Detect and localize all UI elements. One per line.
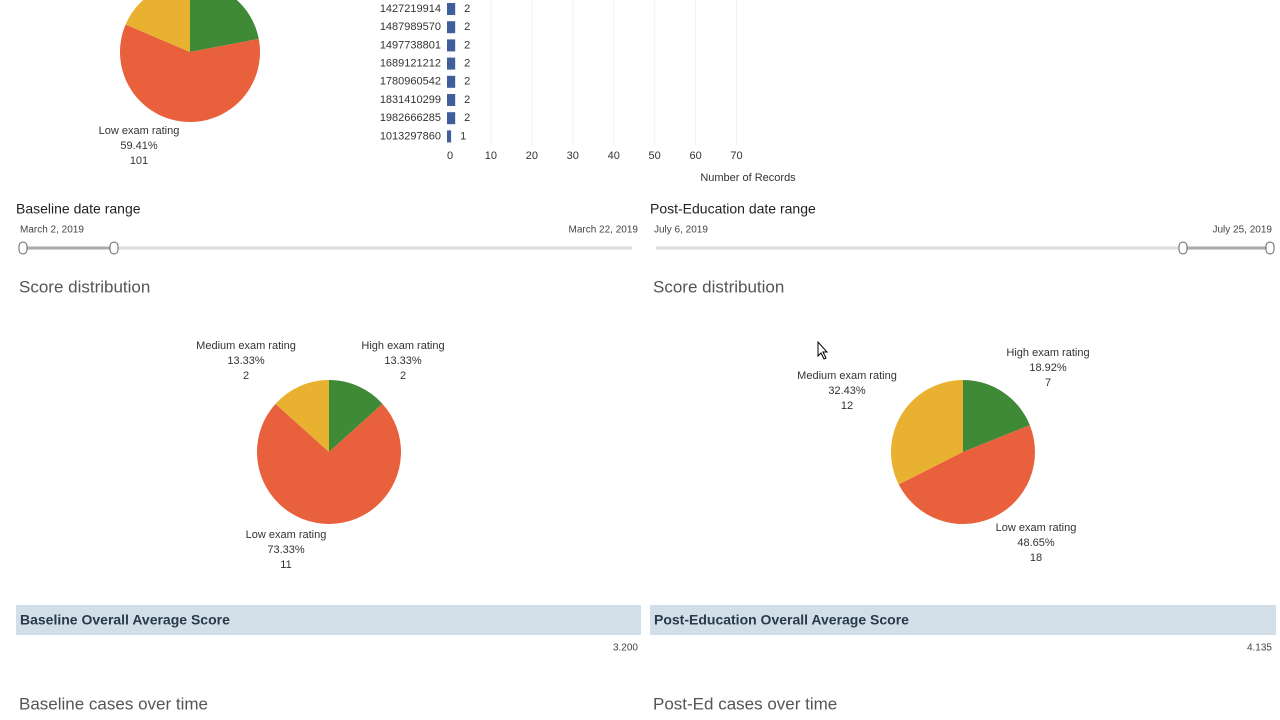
y-tick-label: 1497738801 — [380, 39, 441, 51]
slice-percent: 32.43% — [828, 385, 866, 397]
section-title: Score distribution — [19, 277, 150, 296]
slice-name: Low exam rating — [99, 125, 180, 137]
y-tick-label: 1689121212 — [380, 58, 441, 70]
slice-count: 101 — [130, 155, 148, 167]
pie-slice — [891, 380, 963, 485]
y-tick-label: 1487989570 — [380, 21, 441, 33]
x-tick-label: 10 — [485, 150, 497, 162]
y-tick-label: 1013297860 — [380, 130, 441, 142]
bar — [447, 3, 456, 15]
data-label: 2 — [464, 76, 470, 88]
score-header — [650, 605, 1276, 635]
x-tick-label: 20 — [526, 150, 538, 162]
slice-count: 12 — [841, 400, 853, 412]
section-title: Post-Ed cases over time — [653, 694, 837, 713]
pie-slice — [898, 425, 1035, 524]
slice-count: 18 — [1030, 552, 1042, 564]
section-title: Score distribution — [653, 277, 784, 296]
pie-slice — [275, 380, 329, 452]
bar — [447, 75, 456, 88]
bar — [447, 57, 456, 70]
slice-count: 11 — [280, 559, 291, 571]
bar — [447, 39, 456, 52]
slice-name: High exam rating — [361, 340, 444, 352]
data-label: 2 — [464, 112, 470, 124]
pie-slice — [963, 380, 1030, 452]
slice-name: Medium exam rating — [797, 370, 897, 382]
slice-percent: 48.65% — [1017, 537, 1055, 549]
x-tick-label: 60 — [689, 150, 701, 162]
section-title: Baseline cases over time — [19, 694, 208, 713]
data-label: 1 — [460, 130, 466, 142]
data-label: 2 — [464, 94, 470, 106]
pie-slice — [257, 403, 401, 524]
bar — [447, 130, 452, 143]
slice-percent: 59.41% — [120, 140, 158, 152]
y-tick-label: 1831410299 — [380, 94, 441, 106]
score-title: Baseline Overall Average Score — [20, 612, 230, 628]
slice-count: 2 — [243, 370, 249, 382]
slice-name: High exam rating — [1006, 347, 1089, 359]
pie-slice — [125, 0, 190, 52]
filter-end: March 22, 2019 — [569, 225, 639, 236]
slice-percent: 18.92% — [1029, 362, 1067, 374]
score-value: 3.200 — [613, 643, 638, 654]
y-tick-label: 1982666285 — [380, 112, 441, 124]
slice-percent: 13.33% — [384, 355, 422, 367]
x-tick-label: 50 — [649, 150, 661, 162]
y-tick-label: 1780960542 — [380, 76, 441, 88]
slice-name: Low exam rating — [246, 529, 327, 541]
filter-title: Post-Education date range — [650, 201, 816, 217]
data-label: 2 — [464, 58, 470, 70]
slider-handle[interactable] — [18, 241, 28, 255]
x-tick-label: 0 — [447, 150, 453, 162]
filter-start: March 2, 2019 — [20, 225, 84, 236]
bar — [447, 21, 456, 34]
slice-count: 2 — [400, 370, 406, 382]
x-tick-label: 70 — [730, 150, 742, 162]
y-tick-label: 1427219914 — [380, 3, 441, 15]
filter-start: July 6, 2019 — [654, 225, 708, 236]
slice-name: Low exam rating — [996, 522, 1077, 534]
bar — [447, 94, 456, 106]
slice-name: Medium exam rating — [196, 340, 296, 352]
pie-slice — [329, 380, 383, 452]
x-axis-label: Number of Records — [700, 172, 796, 184]
pie-slice — [119, 24, 260, 123]
x-tick-label: 30 — [567, 150, 579, 162]
cursor — [817, 340, 829, 360]
score-value: 4.135 — [1247, 643, 1272, 654]
slice-count: 7 — [1045, 377, 1051, 389]
slider-handle[interactable] — [109, 241, 119, 255]
slice-percent: 13.33% — [227, 355, 265, 367]
filter-title: Baseline date range — [16, 201, 141, 217]
data-label: 2 — [464, 3, 470, 15]
slider-handle[interactable] — [1265, 241, 1275, 255]
score-header — [16, 605, 641, 635]
slider-handle[interactable] — [1178, 241, 1188, 255]
slice-percent: 73.33% — [267, 544, 305, 556]
filter-end: July 25, 2019 — [1213, 225, 1273, 236]
data-label: 2 — [464, 21, 470, 33]
score-title: Post-Education Overall Average Score — [654, 612, 909, 628]
x-tick-label: 40 — [608, 150, 620, 162]
pie-slice — [190, 0, 259, 52]
bar — [447, 112, 456, 125]
data-label: 2 — [464, 39, 470, 51]
